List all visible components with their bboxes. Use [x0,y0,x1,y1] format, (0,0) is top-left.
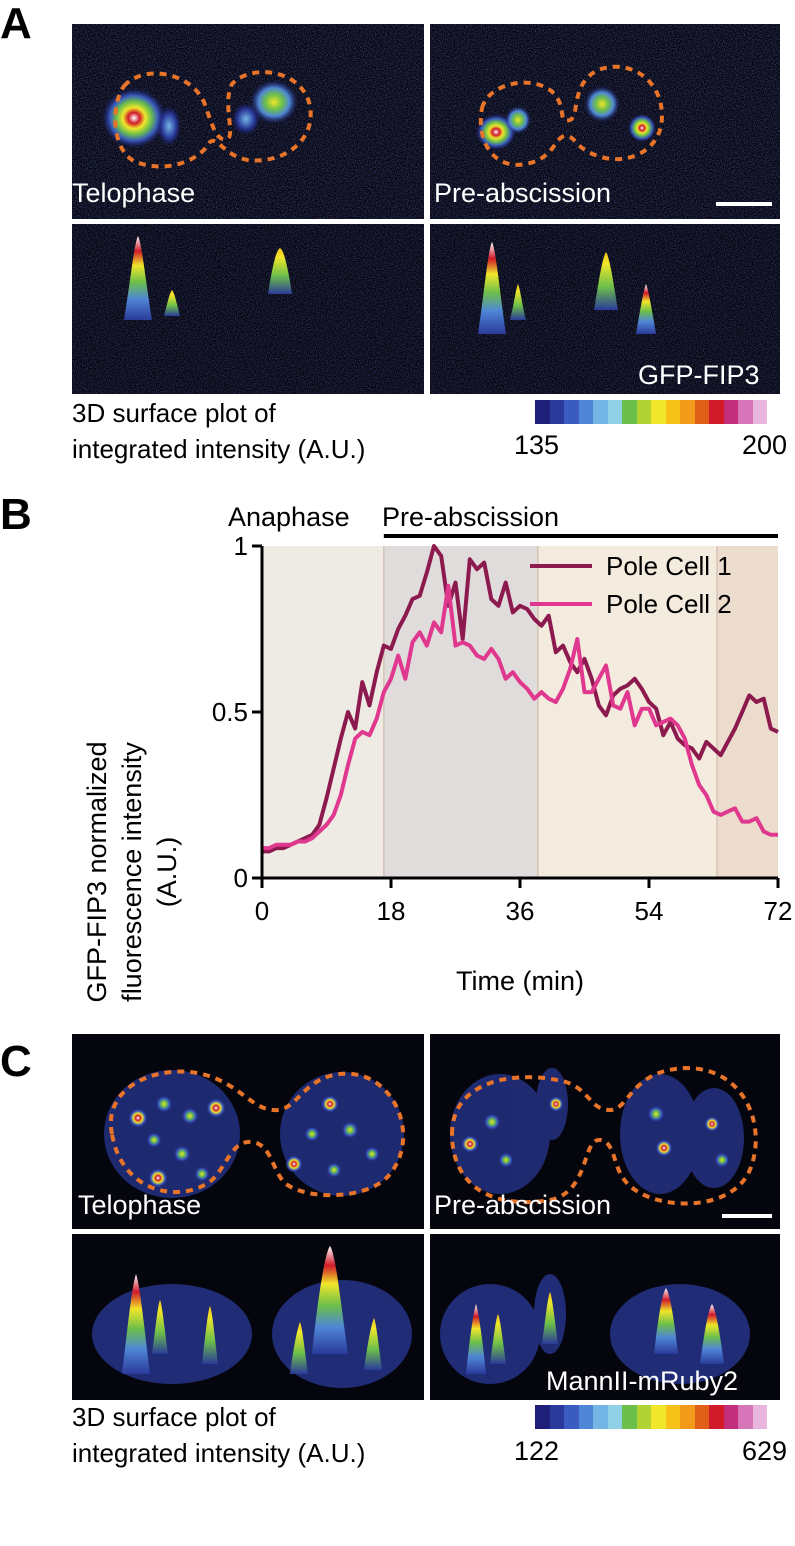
y-tick-label: 1 [234,531,248,561]
colorbar-swatch [651,400,666,424]
colorbar-min: 122 [514,1436,560,1466]
colorbar-swatch [578,1405,593,1429]
colorbar-swatch [738,1405,753,1429]
colorbar-swatch [665,1405,680,1429]
colorbar-swatch [665,400,680,424]
phase-label-anaphase: Anaphase [228,502,350,532]
y-axis-label-line-2: fluorescence intensity [117,742,147,1002]
surface-plot-c-telophase [72,1234,424,1400]
colorbar-swatch [723,1405,738,1429]
colorbar-swatch [593,1405,608,1429]
y-tick-label: 0.5 [212,697,248,727]
caption-line-2: integrated intensity (A.U.) [72,1438,366,1468]
label-preabscission: Pre-abscission [434,1190,612,1220]
colorbar-swatch [723,400,738,424]
panel-letter-b: B [0,490,32,539]
colorbar-swatch [738,400,753,424]
x-tick-label: 54 [635,896,664,926]
preabscission-heatmap [430,24,780,219]
phase-region [262,546,384,878]
label-marker: MannII-mRuby2 [546,1366,739,1396]
colorbar [535,400,767,424]
phase-region [383,546,538,878]
y-axis-label-line-3: (A.U.) [152,837,182,908]
phase-region [537,546,718,878]
label-telophase: Telophase [72,178,196,208]
y-tick-label: 0 [234,863,248,893]
surface-plot [440,1274,750,1384]
colorbar-swatch [680,1405,695,1429]
x-tick-label: 18 [377,896,406,926]
x-tick-label: 36 [506,896,535,926]
colorbar-min: 135 [514,430,560,460]
micrograph-c-telophase: Telophase [72,1034,424,1229]
y-axis-label-line-1: GFP-FIP3 normalized [82,741,112,1002]
cell-outline [108,1069,406,1198]
colorbar-swatch [752,400,767,424]
colorbar-swatch [680,400,695,424]
micrograph-a-telophase: Telophase [72,24,424,219]
surface-plot [72,224,424,394]
label-marker: GFP-FIP3 [638,360,760,390]
colorbar-swatch [636,1405,651,1429]
series-line-2 [262,583,778,851]
colorbar-swatch [535,400,550,424]
scale-bar [722,1214,772,1218]
cell-outline [449,1065,758,1206]
x-axis-label: Time (min) [456,966,584,996]
colorbar-swatch [593,400,608,424]
colorbar-swatch [622,400,637,424]
colorbar-swatch [752,1405,767,1429]
colorbar-swatch [651,1405,666,1429]
phase-label-preabscission: Pre-abscission [382,502,559,532]
legend-label: Pole Cell 2 [606,589,732,619]
colorbar [535,1405,767,1429]
micrograph-c-preabscission: Pre-abscission [430,1034,780,1229]
colorbar-swatch [709,400,724,424]
colorbar-swatch [709,1405,724,1429]
colorbar-swatch [694,1405,709,1429]
colorbar-swatch [578,400,593,424]
surface-plot-a-telophase [72,224,424,394]
telophase-heatmap [72,24,424,219]
colorbar-max: 200 [742,430,788,460]
colorbar-swatch [607,400,622,424]
surface-plot-a-preabscission: GFP-FIP3 [430,224,780,394]
line-chart: Anaphase Pre-abscission 00.51 0 18 36 54 72 … [82,502,793,1003]
caption-line-1: 3D surface plot of [72,398,276,428]
panel-letter-a: A [0,0,32,48]
cell-outline [113,70,313,169]
colorbar-swatch [549,400,564,424]
preabscission-heatmap [449,1065,758,1206]
cell-outline [478,64,665,167]
colorbar-swatch [636,400,651,424]
colorbar-swatch [549,1405,564,1429]
colorbar-swatch [622,1405,637,1429]
scale-bar [716,202,772,206]
caption-line-1: 3D surface plot of [72,1402,276,1432]
surface-plot-c-preabscission: MannII-mRuby2 [430,1234,780,1400]
surface-plot [92,1246,412,1388]
x-tick-label: 72 [764,896,793,926]
colorbar-swatch [564,1405,579,1429]
legend-label: Pole Cell 1 [606,551,732,581]
colorbar-swatch [607,1405,622,1429]
colorbar-swatch [564,400,579,424]
label-preabscission: Pre-abscission [434,178,612,208]
colorbar-max: 629 [742,1436,788,1466]
colorbar-swatch [535,1405,550,1429]
surface-plot [430,224,780,394]
series-line-1 [262,544,779,854]
x-tick-label: 0 [255,896,269,926]
caption-line-2: integrated intensity (A.U.) [72,434,366,464]
telophase-heatmap [104,1069,406,1198]
panel-letter-c: C [0,1037,32,1086]
label-telophase: Telophase [78,1190,202,1220]
micrograph-a-preabscission: Pre-abscission [430,24,780,219]
colorbar-swatch [694,400,709,424]
